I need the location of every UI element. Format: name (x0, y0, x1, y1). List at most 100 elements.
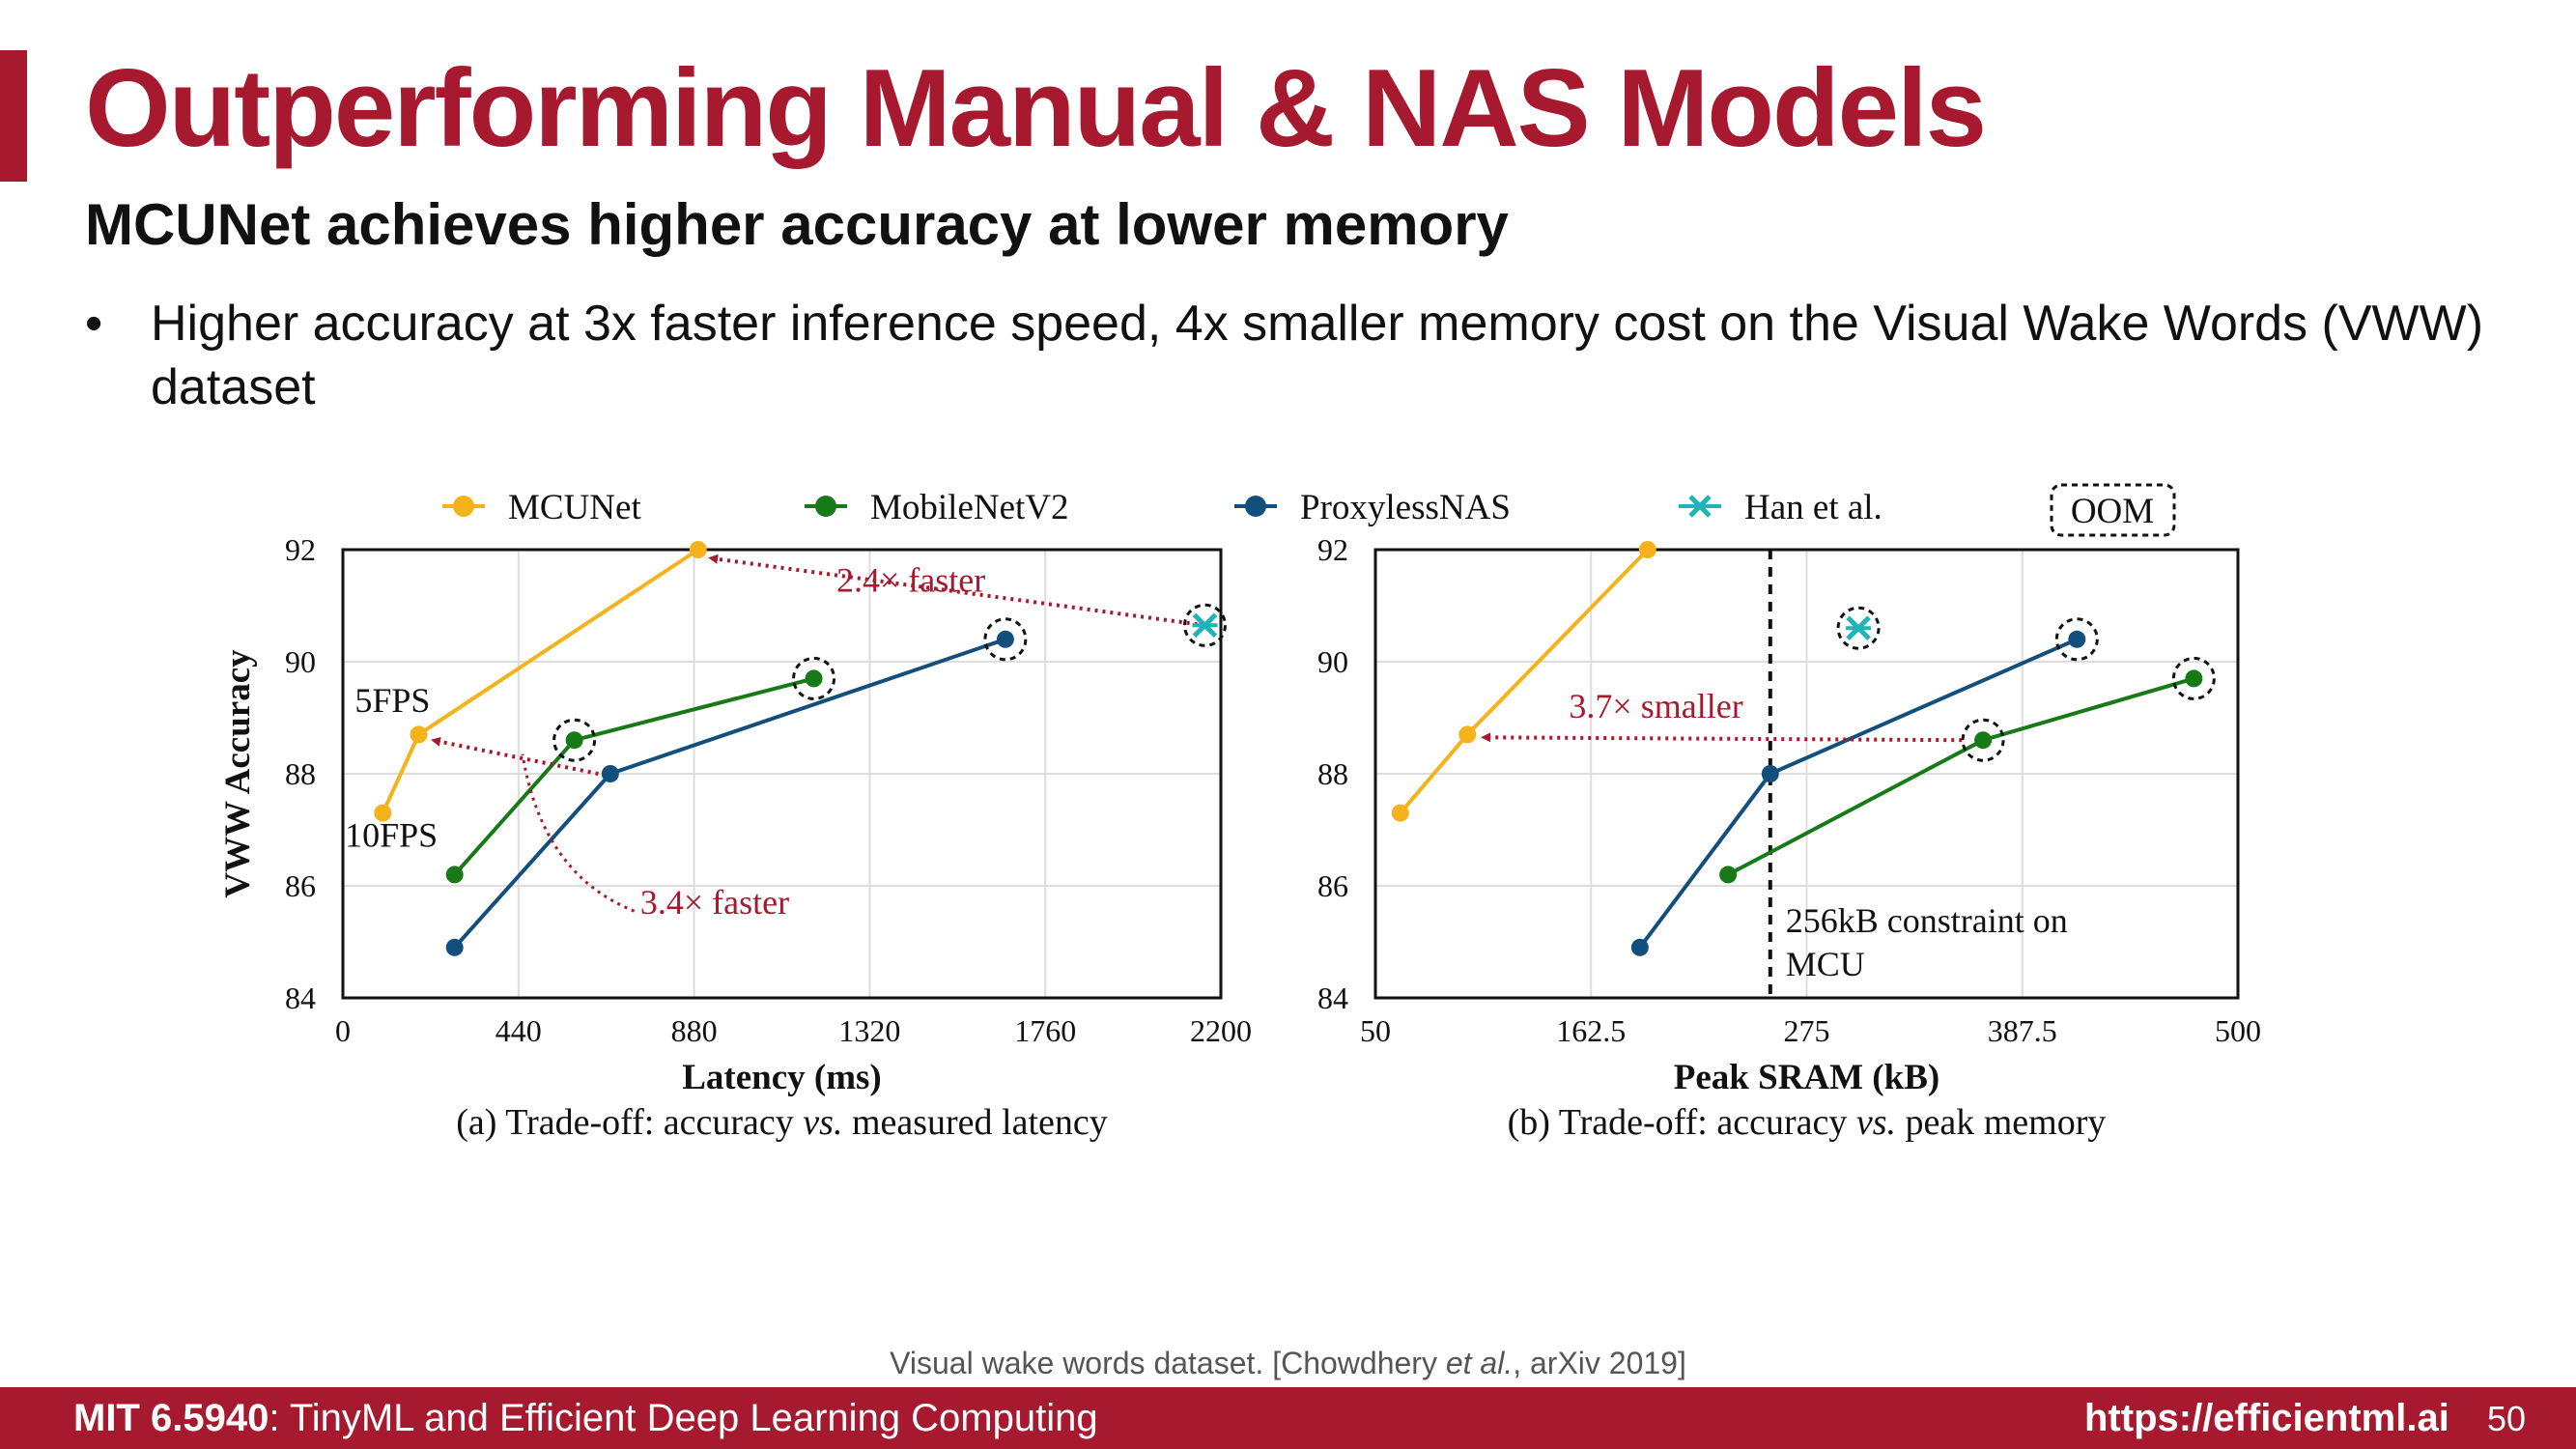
data-point-mcunet (374, 804, 392, 822)
footer-url-link[interactable]: https://efficientml.ai (2084, 1397, 2449, 1439)
data-point-mcunet (410, 725, 428, 744)
chart-caption: (a) Trade-off: accuracy vs. measured lat… (456, 1102, 1108, 1143)
x-tick-label: 1320 (838, 1013, 900, 1048)
data-point-mobilenetv2 (1974, 731, 1993, 750)
x-tick-label: 880 (671, 1013, 718, 1048)
bullet-text: Higher accuracy at 3x faster inference s… (151, 296, 2484, 415)
annotation-3-7-smaller: 3.7× smaller (1569, 687, 1742, 725)
reference-etal: et al. (1445, 1346, 1514, 1380)
x-tick-label: 387.5 (1988, 1013, 2057, 1048)
slide-title: Outperforming Manual & NAS Models (85, 47, 1987, 170)
y-tick-label: 92 (1317, 532, 1348, 567)
legend-marker (815, 496, 836, 517)
oom-legend-box (2050, 483, 2176, 537)
bullet-symbol: • (85, 296, 103, 352)
series-line-mobilenetv2 (1727, 676, 2194, 877)
caption-pre: (a) Trade-off: accuracy (456, 1102, 803, 1143)
data-point-mcunet (689, 541, 707, 558)
course-code: MIT 6.5940 (73, 1397, 269, 1439)
x-tick-label: 500 (2215, 1013, 2261, 1048)
constraint-label-line2: MCU (1786, 945, 1865, 983)
speedup-arrow (708, 554, 1205, 628)
y-axis-label: VWW Accuracy (218, 649, 258, 898)
data-point-mobilenetv2 (2185, 669, 2203, 688)
slide-subtitle: MCUNet achieves higher accuracy at lower… (85, 192, 1509, 257)
reference-suffix: , arXiv 2019] (1513, 1346, 1686, 1380)
y-tick-label: 90 (1317, 644, 1348, 679)
x-axis-label: Latency (ms) (682, 1058, 882, 1097)
x-tick-label: 440 (495, 1013, 542, 1048)
chart-memory: 50 162.5 275 387.5 500 84 86 88 90 92 Peak SRAM (k… (1317, 532, 2261, 1143)
dataset-reference: Visual wake words dataset. [Chowdhery et… (0, 1346, 2576, 1381)
data-point-mcunet (1458, 725, 1477, 744)
plot-frame (341, 548, 1223, 1000)
y-tick-label: 86 (285, 868, 316, 903)
caption-post: measured latency (842, 1102, 1107, 1143)
speedup-arrow (431, 736, 599, 776)
caption-vs: vs. (1856, 1102, 1896, 1143)
annotation-10fps: 10FPS (345, 815, 438, 854)
data-point-proxylessnas (996, 630, 1014, 648)
legend-item-mobilenetv2: MobileNetV2 (805, 488, 1069, 527)
oom-ring (2171, 656, 2216, 700)
annotation-5fps: 5FPS (354, 681, 430, 720)
legend-item-mcunet: MCUNet (442, 488, 641, 527)
y-tick-label: 84 (285, 980, 316, 1015)
title-accent-bar (0, 50, 27, 182)
y-tick-label: 90 (285, 644, 316, 679)
data-point-mobilenetv2 (805, 669, 823, 688)
data-point-proxylessnas (1761, 765, 1779, 782)
chart-legend: MCUNet MobileNetV2 ProxylessNAS Han et al. O… (442, 483, 2176, 537)
y-tick-label: 88 (1317, 756, 1348, 791)
data-point-mcunet (1638, 541, 1656, 558)
data-point-proxylessnas (601, 765, 619, 782)
oom-ring (1836, 606, 1881, 650)
chart-caption: (b) Trade-off: accuracy vs. peak memory (1508, 1102, 2107, 1143)
data-point-proxylessnas (2068, 630, 2086, 648)
legend-label: Han et al. (1744, 488, 1882, 527)
x-tick-label: 2200 (1190, 1013, 1252, 1048)
bullet-point: • Higher accuracy at 3x faster inference… (85, 292, 2500, 419)
oom-ring (792, 656, 836, 700)
y-tick-label: 92 (285, 532, 316, 567)
legend-marker (1245, 496, 1266, 517)
data-point-proxylessnas (1630, 938, 1649, 956)
legend-marker (453, 496, 474, 517)
x-tick-label: 0 (335, 1013, 351, 1048)
x-tick-label: 275 (1784, 1013, 1830, 1048)
x-axis-label: Peak SRAM (kB) (1674, 1058, 1939, 1097)
oom-ring (1961, 718, 2005, 762)
page-number: 50 (2487, 1399, 2527, 1438)
caption-vs: vs. (803, 1102, 842, 1143)
legend-x-stroke (1688, 495, 1712, 518)
x-tick-label: 50 (1360, 1013, 1391, 1048)
data-point-mobilenetv2 (445, 866, 464, 884)
footer-bar: MIT 6.5940: TinyML and Efficient Deep Le… (0, 1387, 2576, 1449)
charts-figure: MCUNet MobileNetV2 ProxylessNAS Han et al. O… (218, 483, 2261, 1143)
data-point-mobilenetv2 (1719, 866, 1738, 884)
oom-ring (1182, 603, 1227, 647)
oom-ring (552, 718, 597, 762)
legend-label: MobileNetV2 (870, 488, 1069, 527)
speedup-arrow (1481, 732, 1963, 743)
x-tick-label: 162.5 (1556, 1013, 1626, 1048)
annotation-3-4-faster: 3.4× faster (640, 883, 789, 922)
y-tick-label: 84 (1317, 980, 1348, 1015)
footer-course: MIT 6.5940: TinyML and Efficient Deep Le… (73, 1397, 1098, 1440)
caption-post: peak memory (1896, 1102, 2106, 1143)
data-point-mcunet (1391, 804, 1409, 822)
constraint-label-line1: 256kB constraint on (1786, 901, 2068, 940)
data-point-han-et-al (1846, 615, 1872, 640)
plot-frame (1373, 548, 2240, 1000)
oom-ring (2054, 617, 2099, 662)
y-tick-label: 88 (285, 756, 316, 791)
legend-label: MCUNet (508, 488, 641, 527)
legend-label: ProxylessNAS (1300, 488, 1511, 527)
data-point-proxylessnas (445, 938, 464, 956)
annotation-2-4-faster: 2.4× faster (836, 561, 985, 600)
y-tick-label: 86 (1317, 868, 1348, 903)
legend-item-han-et-al: Han et al. (1679, 488, 1882, 527)
caption-pre: (b) Trade-off: accuracy (1508, 1102, 1856, 1143)
data-point-mobilenetv2 (565, 731, 583, 750)
data-point-han-et-al (1192, 612, 1218, 639)
